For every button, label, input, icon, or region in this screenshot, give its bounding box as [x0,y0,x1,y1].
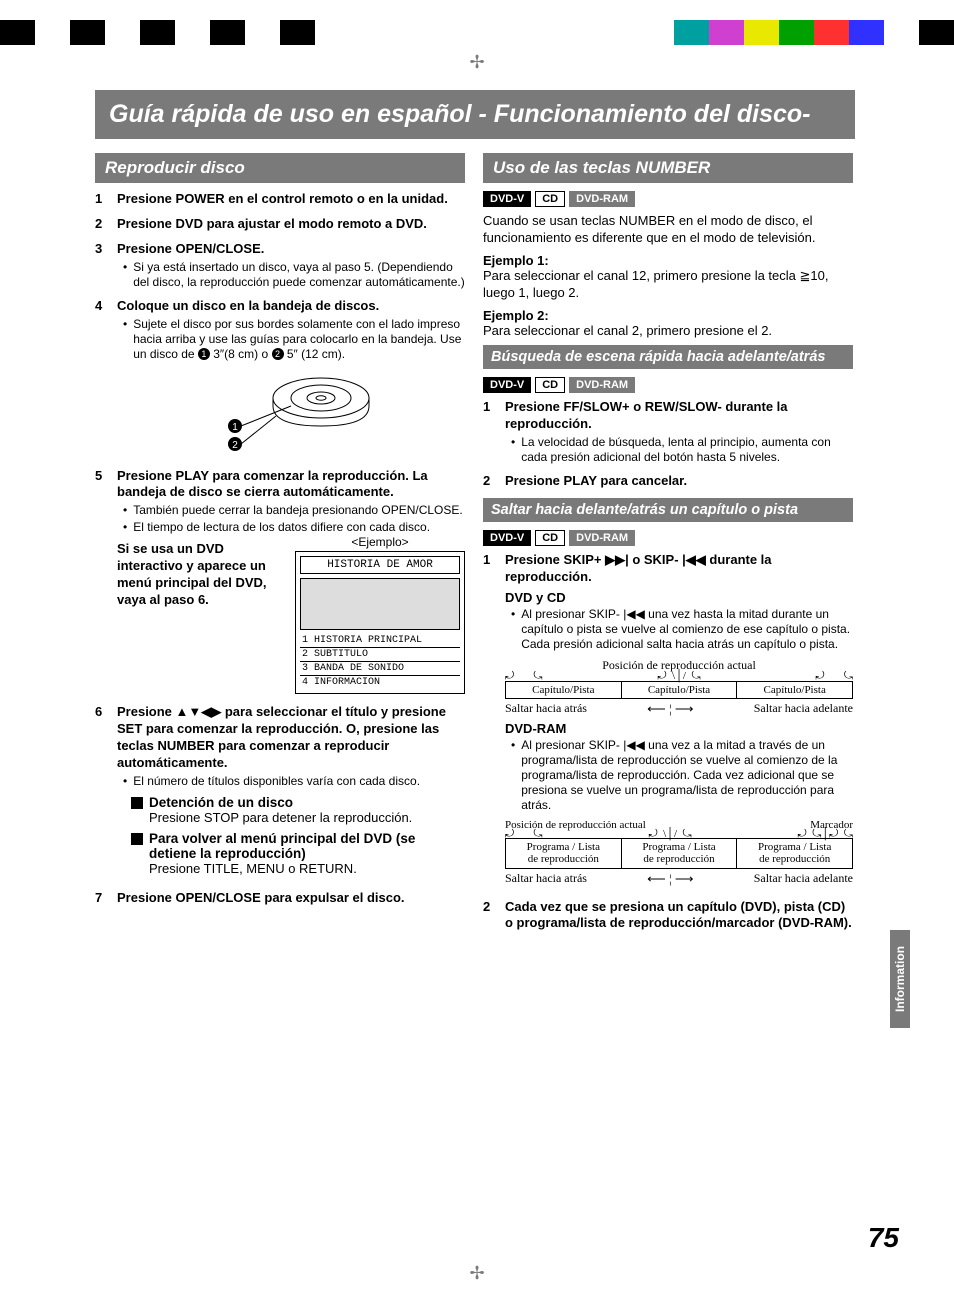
step-number: 1 [483,552,505,890]
ff-step-1: Presione FF/SLOW+ o REW/SLOW- durante la… [505,399,853,433]
section-play-disc: Reproducir disco [95,153,465,183]
stop-disc-heading: Detención de un disco [131,795,465,810]
example-2-body: Para seleccionar el canal 2, primero pre… [483,323,853,340]
diag-cell: Programa / Listade reproducción [621,839,737,867]
interactive-dvd-note: Si se usa un DVD interactivo y aparece u… [117,541,287,609]
left-column: Reproducir disco 1 Presione POWER en el … [95,153,465,940]
disc-badges: DVD-V CD DVD-RAM [483,530,853,546]
page-number: 75 [868,1222,899,1254]
step-3-note: Si ya está insertado un disco, vaya al p… [117,260,465,290]
diag-cell: Programa / Listade reproducción [736,839,852,867]
color-calibration-bar [0,20,954,45]
step-number: 7 [95,890,117,907]
crop-mark-icon: ✢ [469,52,484,73]
step-6-note: El número de títulos disponibles varía c… [117,774,465,789]
content: Guía rápida de uso en español - Funciona… [95,90,855,940]
dvdram-label: DVD-RAM [505,721,853,736]
example-menu-item: 2 SUBTITULO [300,647,460,661]
step-number: 5 [95,468,117,695]
diag-back-label: Saltar hacia atrás [505,871,587,886]
badge-cd: CD [535,530,565,546]
example-2-label: Ejemplo 2: [483,308,853,323]
main-title: Guía rápida de uso en español - Funciona… [95,90,855,139]
diag-fwd-label: Saltar hacia adelante [754,871,853,886]
step-5-note-2: El tiempo de lectura de los datos difier… [117,520,465,535]
example-menu-item: 4 INFORMACION [300,675,460,689]
return-menu-heading: Para volver al menú principal del DVD (s… [131,831,465,861]
step-number: 6 [95,704,117,882]
example-1-body: Para seleccionar el canal 12, primero pr… [483,268,853,302]
step-number: 4 [95,298,117,460]
section-skip-chapter: Saltar hacia delante/atrás un capítulo o… [483,498,853,522]
skip-diagram-dvdcd: Posición de reproducción actual ⤾ ⤿⤾ \│/… [505,658,853,717]
diag-fwd-label: Saltar hacia adelante [754,701,853,716]
section-scene-search: Búsqueda de escena rápida hacia adelante… [483,345,853,369]
diag-cell: Capítulo/Pista [736,682,852,698]
example-picture [300,578,460,630]
example-title: HISTORIA DE AMOR [300,556,460,574]
example-menu-item: 1 HISTORIA PRINCIPAL [300,634,460,647]
skip-step-2: Cada vez que se presiona un capítulo (DV… [505,899,853,933]
step-7: Presione OPEN/CLOSE para expulsar el dis… [117,890,465,907]
step-5-note-1: También puede cerrar la bandeja presiona… [117,503,465,518]
badge-dvdv: DVD-V [483,530,531,546]
dvd-cd-note: Al presionar SKIP- |◀◀ una vez hasta la … [505,607,853,652]
step-number: 2 [483,899,505,933]
badge-cd: CD [535,191,565,207]
example-menu: <Ejemplo> HISTORIA DE AMOR 1 HISTORIA PR… [295,535,465,694]
badge-dvdv: DVD-V [483,377,531,393]
disc-badges: DVD-V CD DVD-RAM [483,191,853,207]
skip-step-1: Presione SKIP+ ▶▶| o SKIP- |◀◀ durante l… [505,552,853,586]
diag-back-label: Saltar hacia atrás [505,701,587,716]
stop-disc-body: Presione STOP para detener la reproducci… [149,810,465,825]
return-menu-body: Presione TITLE, MENU o RETURN. [149,861,465,876]
badge-dvdram: DVD-RAM [569,530,635,546]
svg-text:2: 2 [232,440,238,451]
right-column: Uso de las teclas NUMBER DVD-V CD DVD-RA… [483,153,853,940]
number-keys-para: Cuando se usan teclas NUMBER en el modo … [483,213,853,247]
diag-cell: Capítulo/Pista [621,682,737,698]
step-1: Presione POWER en el control remoto o en… [117,191,465,208]
step-4-note: Sujete el disco por sus bordes solamente… [117,317,465,362]
arrows-icon: ⟵ ¦ ⟶ [647,701,693,717]
badge-dvdram: DVD-RAM [569,191,635,207]
badge-dvdram: DVD-RAM [569,377,635,393]
page: ✢ Guía rápida de uso en español - Funcio… [0,0,954,1294]
diag-cell: Programa / Listade reproducción [506,839,621,867]
step-6: Presione ▲▼◀▶ para seleccionar el título… [117,704,465,772]
step-2: Presione DVD para ajustar el modo remoto… [117,216,465,233]
step-number: 3 [95,241,117,290]
disc-badges: DVD-V CD DVD-RAM [483,377,853,393]
section-number-keys: Uso de las teclas NUMBER [483,153,853,183]
step-3: Presione OPEN/CLOSE. [117,241,465,258]
example-label: <Ejemplo> [295,535,465,549]
dvd-cd-label: DVD y CD [505,590,853,605]
example-1-label: Ejemplo 1: [483,253,853,268]
dvdram-note: Al presionar SKIP- |◀◀ una vez a la mita… [505,738,853,813]
arrows-icon: ⟵ ¦ ⟶ [647,871,693,887]
step-number: 2 [483,473,505,490]
example-menu-item: 3 BANDA DE SONIDO [300,661,460,675]
ff-step-1-note: La velocidad de búsqueda, lenta al princ… [505,435,853,465]
disc-tray-diagram: 1 2 [201,366,381,456]
badge-dvdv: DVD-V [483,191,531,207]
step-4: Coloque un disco en la bandeja de discos… [117,298,465,315]
skip-diagram-dvdram: Posición de reproducción actual Marcador… [505,819,853,887]
step-5: Presione PLAY para comenzar la reproducc… [117,468,465,502]
crop-mark-icon: ✢ [469,1263,484,1284]
step-number: 1 [483,399,505,465]
svg-text:1: 1 [232,422,238,433]
side-tab-information: Information [890,930,910,1028]
ff-step-2: Presione PLAY para cancelar. [505,473,853,490]
step-number: 1 [95,191,117,208]
step-number: 2 [95,216,117,233]
badge-cd: CD [535,377,565,393]
diag-cell: Capítulo/Pista [506,682,621,698]
